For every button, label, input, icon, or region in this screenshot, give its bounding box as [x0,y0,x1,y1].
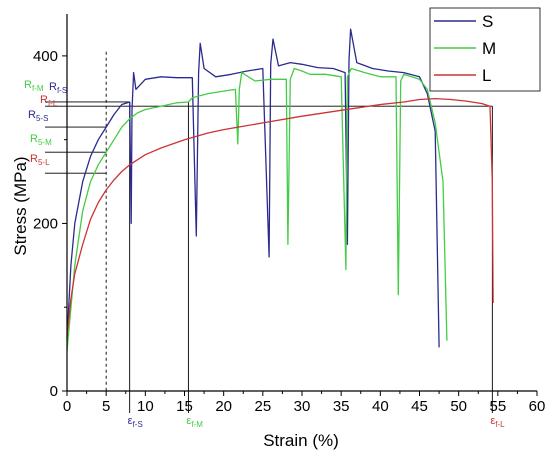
legend: SML [429,7,541,92]
series-lines [66,28,494,351]
x-tick-label: 45 [411,398,428,415]
x-tick-label: 5 [102,398,110,415]
x-axis-title: Strain (%) [263,431,339,450]
x-tick-label: 40 [372,398,389,415]
x-tick-label: 35 [333,398,350,415]
strain-annotation-subscript: f-L [495,420,505,429]
x-tick-label: 0 [63,398,71,415]
stress-annotation-subscript: f-S [57,86,67,95]
x-tick-label: 10 [137,398,154,415]
stress-annotation-5-L: R5-L [30,153,50,167]
stress-annotation-f-M: Rf-M [24,79,44,93]
stress-annotation-subscript: f-M [32,84,44,93]
x-tick-label: 25 [254,398,271,415]
stress-annotation-f-L: Rf-L [40,94,58,108]
y-tick-label: 0 [50,383,58,400]
stress-annotation-subscript: 5-M [38,138,52,147]
stress-annotation-f-S: Rf-S [49,81,67,95]
series-line-l [66,97,494,337]
x-tick-label: 60 [529,398,546,415]
stress-annotation-subscript: 5-L [38,158,50,167]
axes: 0 5 10 15 20 25 30 35 40 45 50 55 60 0 200 400 [33,14,545,415]
strain-annotation-subscript: f-M [191,420,203,429]
x-tick-label: 50 [450,398,467,415]
stress-annotation-subscript: 5-S [36,114,48,123]
annotations: Rf-M Rf-SRf-LR5-S R5-M R5-L εf-S εf-M εf-L [24,79,505,429]
x-tick-label: 30 [294,398,311,415]
y-tick-label: 200 [33,215,58,232]
legend-box [429,7,541,92]
series-line-s [66,28,440,348]
x-tick-label: 55 [489,398,506,415]
strain-annotation-f-L: εf-L [490,415,505,429]
series-line-m [66,67,448,351]
y-tick-label: 400 [33,48,58,65]
legend-label-l: L [482,66,491,85]
stress-annotation-5-M: R5-M [30,133,52,147]
strain-annotation-f-S: εf-S [128,415,143,429]
legend-label-s: S [482,12,493,31]
stress-annotation-5-S: R5-S [28,109,48,123]
y-axis-title: Stress (MPa) [11,156,30,255]
strain-annotation-f-M: εf-M [186,415,203,429]
x-tick-label: 15 [176,398,193,415]
legend-label-m: M [482,39,496,58]
strain-annotation-subscript: f-S [133,420,143,429]
x-tick-label: 20 [215,398,232,415]
stress-annotation-subscript: f-L [48,99,58,108]
